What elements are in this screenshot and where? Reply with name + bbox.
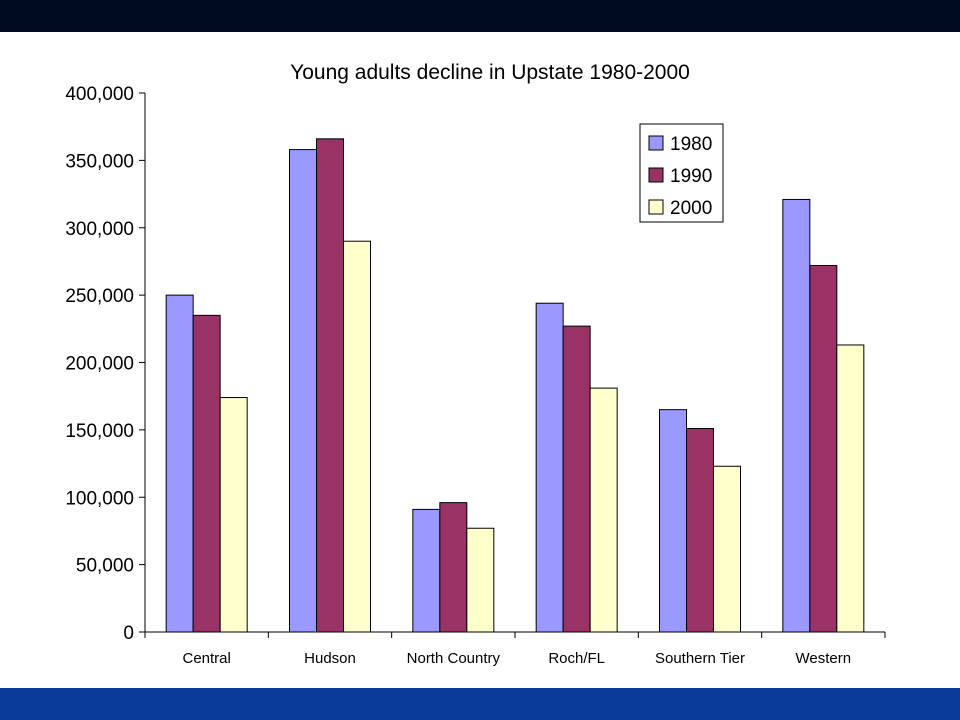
y-tick-label: 100,000 (65, 488, 134, 509)
y-tick-label: 400,000 (65, 84, 134, 105)
x-tick-label: Central (182, 650, 230, 667)
legend-label-1980: 1980 (670, 134, 712, 155)
x-tick-label: Southern Tier (655, 650, 745, 667)
bar-1980-roch-fl (535, 302, 564, 633)
x-tick-label: Roch/FL (548, 650, 605, 667)
bar-1990-western (809, 264, 838, 633)
bar-2000-central (219, 397, 248, 633)
bar-1980-central (165, 294, 194, 633)
y-tick-label: 300,000 (65, 219, 134, 240)
x-tick-label: Hudson (304, 650, 356, 667)
y-tick-label: 350,000 (65, 151, 134, 172)
top-banner-bar (0, 0, 960, 32)
bar-2000-southern-tier (713, 465, 741, 633)
bottom-banner-bar (0, 688, 960, 720)
y-tick-label: 200,000 (65, 354, 134, 375)
bar-series (165, 138, 865, 633)
bar-1980-southern-tier (659, 409, 687, 633)
bar-1990-north-country (439, 502, 468, 633)
bar-1990-roch-fl (562, 325, 591, 633)
y-tick-label: 250,000 (65, 286, 134, 307)
chart-title: Young adults decline in Upstate 1980-200… (290, 61, 690, 84)
x-axis: Central Hudson North Country Roch/FL Souther… (144, 631, 886, 667)
legend-swatch-2000 (648, 199, 664, 215)
bar-1980-western (782, 198, 811, 633)
bar-chart: Young adults decline in Upstate 1980-200… (12, 61, 886, 667)
bar-2000-roch-fl (589, 387, 618, 633)
bar-2000-western (836, 344, 865, 633)
bar-1990-southern-tier (686, 428, 714, 633)
legend-swatch-1990 (648, 167, 664, 183)
y-tick-label: 0 (123, 623, 134, 644)
legend: 1980 1990 2000 (639, 123, 724, 223)
legend-label-1990: 1990 (670, 166, 712, 187)
y-tick-label: 50,000 (76, 556, 134, 577)
x-tick-label: North Country (407, 650, 501, 667)
bar-1980-north-country (412, 508, 441, 633)
bar-2000-north-country (466, 527, 495, 633)
x-tick-label: Western (796, 650, 852, 667)
bar-1980-hudson (289, 149, 317, 633)
bar-2000-hudson (343, 240, 371, 633)
y-tick-label: 150,000 (65, 421, 134, 442)
y-axis: 0 50,000 100,000 150,000 200,000 250,000 300,0… (65, 84, 146, 644)
bar-1990-hudson (316, 138, 344, 633)
legend-label-2000: 2000 (670, 198, 712, 219)
legend-swatch-1980 (648, 135, 664, 151)
bar-1990-central (192, 314, 221, 633)
y-axis-label: Population aged 18-29 (12, 264, 35, 475)
